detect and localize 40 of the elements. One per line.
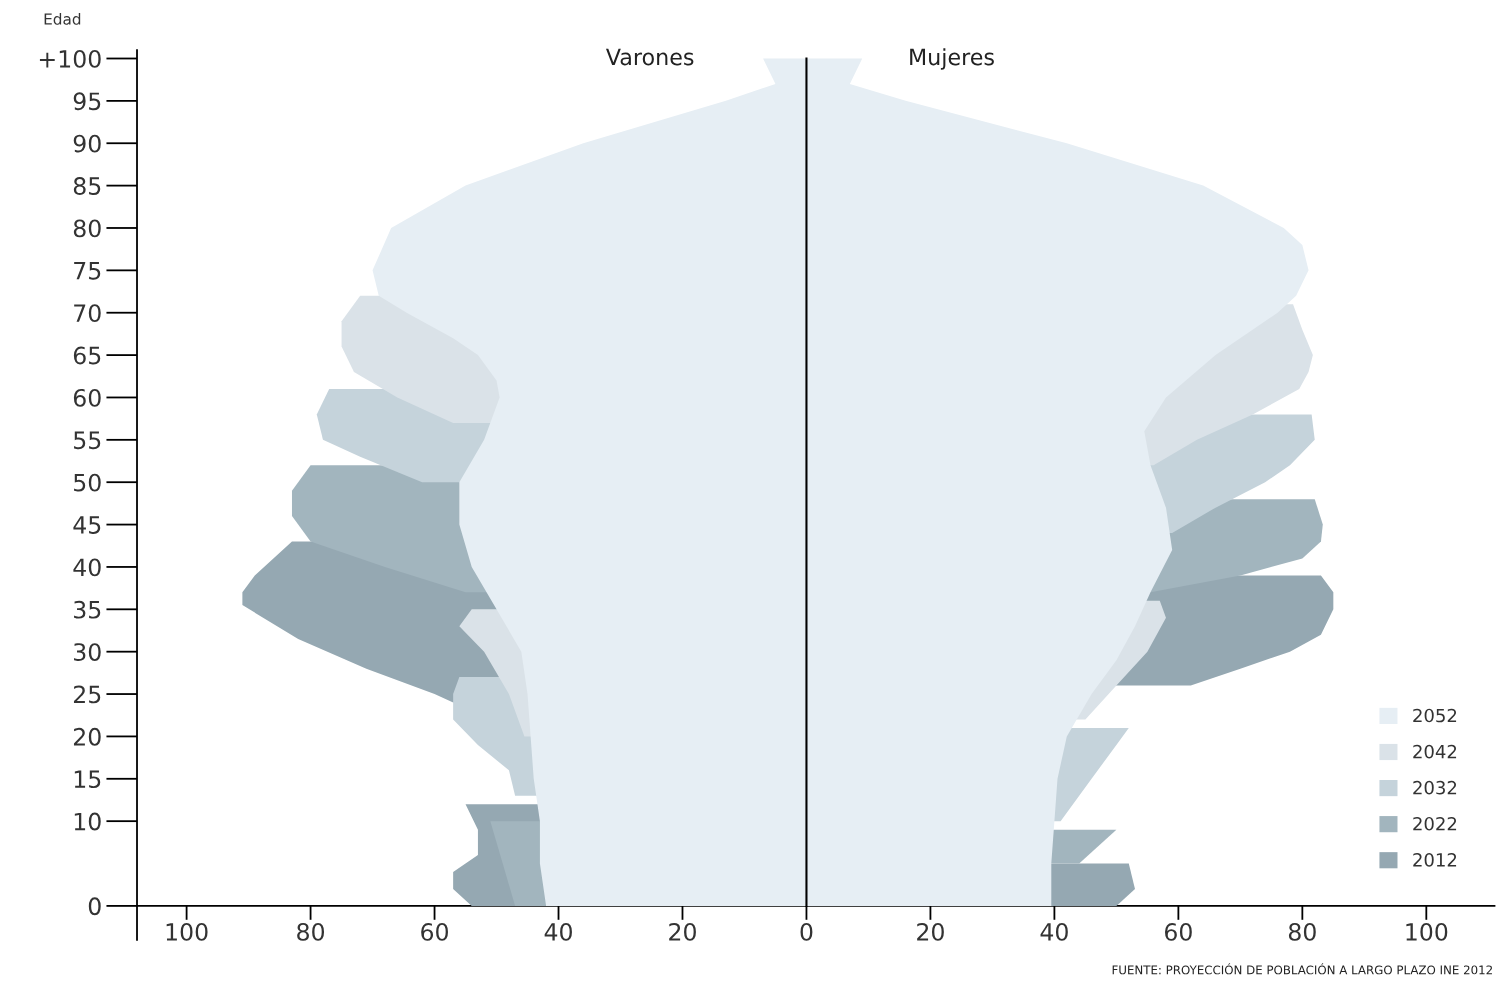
y-tick-label: 35: [74, 600, 101, 619]
x-tick-label: 20: [917, 922, 944, 941]
y-tick-label: 85: [73, 177, 101, 195]
y-tick-label: 50: [74, 473, 101, 492]
y-tick-label: 60: [73, 388, 101, 407]
y-axis-title: Edad: [44, 13, 81, 25]
y-tick-label: 90: [73, 134, 101, 153]
y-tick-label: 30: [74, 643, 101, 661]
x-tick-label: 60: [1165, 922, 1192, 941]
y-tick-label: 45: [73, 516, 101, 534]
x-tick-label: 80: [1288, 922, 1316, 941]
y-tick-label: 65: [73, 346, 101, 365]
legend-label: 2042: [1413, 744, 1457, 759]
source-note: FUENTE: PROYECCIÓN DE POBLACIÓN A LARGO PLAZO INE 2012: [1112, 963, 1492, 975]
y-tick-label: 80: [73, 219, 101, 238]
y-tick-label: +100: [39, 49, 101, 68]
legend-label: 2012: [1413, 853, 1457, 867]
legend-label: 2032: [1413, 780, 1457, 795]
x-tick-label: 0: [800, 922, 813, 941]
y-tick-label: 10: [74, 812, 101, 831]
y-tick-label: 0: [88, 897, 101, 916]
y-tick-label: 40: [73, 558, 101, 577]
y-tick-label: 20: [73, 727, 101, 746]
y-tick-label: 25: [73, 685, 101, 704]
x-tick-label: 100: [166, 922, 208, 941]
x-tick-label: 40: [1040, 922, 1068, 941]
y-tick-label: 15: [74, 770, 101, 789]
x-tick-label: 60: [421, 922, 448, 941]
x-tick-label: 100: [1406, 922, 1448, 941]
y-tick-label: 95: [73, 92, 101, 111]
y-tick-label: 55: [74, 431, 101, 450]
y-tick-label: 75: [74, 262, 101, 280]
x-tick-label: 40: [544, 922, 572, 941]
legend-label: 2022: [1413, 816, 1457, 831]
y-tick-label: 70: [74, 304, 101, 323]
annotation: Mujeres: [910, 48, 994, 70]
x-tick-label: 80: [297, 922, 325, 941]
annotation: Varones: [605, 48, 694, 66]
legend-label: 2052: [1413, 708, 1457, 723]
x-tick-label: 20: [669, 922, 696, 941]
